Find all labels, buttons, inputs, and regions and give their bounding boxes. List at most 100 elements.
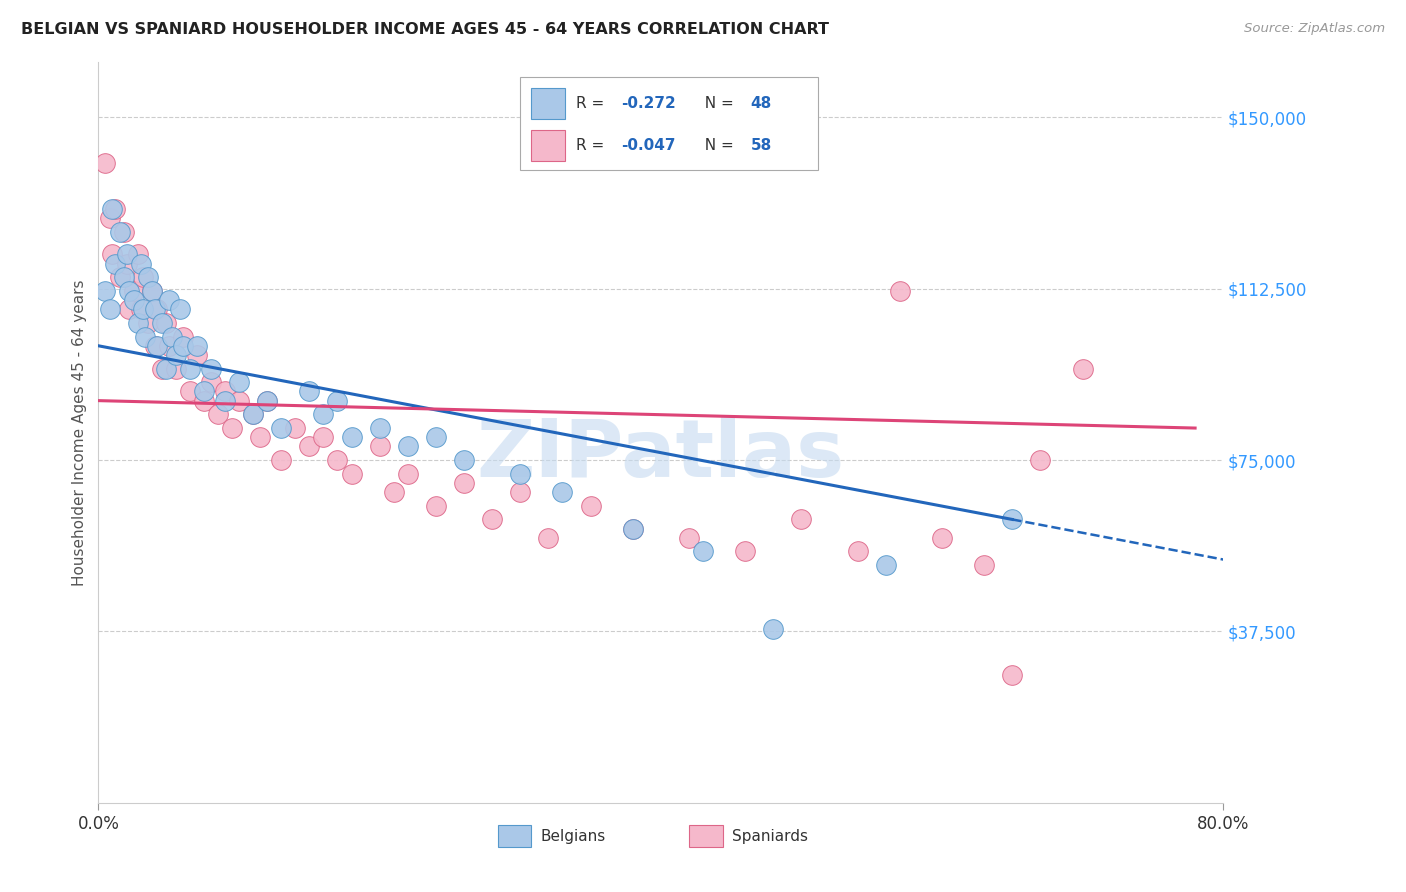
Point [127,247,149,261]
Point [340,467,363,481]
Point [298,439,321,453]
Point [94,284,117,298]
Point [118,284,141,298]
Point [425,430,447,444]
Point [846,544,869,558]
Point [98,302,121,317]
Text: Source: ZipAtlas.com: Source: ZipAtlas.com [1244,22,1385,36]
Text: Spaniards: Spaniards [731,829,807,844]
Point [382,485,405,500]
Bar [689,825,723,847]
Point [172,329,194,343]
Point [551,485,574,500]
Point [94,156,117,170]
Point [875,558,897,573]
Point [108,225,131,239]
Point [200,361,222,376]
Point [143,302,166,317]
Point [931,531,953,545]
Point [134,329,156,343]
Point [136,316,159,330]
Point [141,284,163,298]
Point [214,393,236,408]
Point [155,316,177,330]
Point [509,485,531,500]
Point [104,256,127,270]
Point [214,384,236,399]
Point [1071,361,1094,376]
Point [200,376,222,390]
Point [98,211,121,225]
Point [115,247,138,261]
Text: 58: 58 [751,138,772,153]
Point [326,393,349,408]
Text: 48: 48 [751,95,772,111]
FancyBboxPatch shape [520,78,818,169]
Point [112,225,135,239]
Point [165,348,187,362]
Point [692,544,714,558]
Point [734,544,756,558]
Point [157,293,180,307]
Point [104,202,127,216]
Text: -0.272: -0.272 [621,95,676,111]
Point [396,439,419,453]
Point [112,270,135,285]
Point [425,499,447,513]
Text: R =: R = [576,95,610,111]
Point [396,467,419,481]
Point [621,522,644,536]
Point [312,430,335,444]
Point [340,430,363,444]
Point [256,393,278,408]
Point [141,284,163,298]
Point [132,302,155,317]
Point [115,256,138,270]
Point [249,430,271,444]
Point [179,361,201,376]
Point [1001,668,1024,682]
Point [127,316,149,330]
Text: -0.047: -0.047 [621,138,676,153]
Point [155,361,177,376]
Point [621,522,644,536]
Point [165,361,187,376]
Point [146,302,169,317]
Point [101,247,124,261]
Point [150,316,173,330]
Text: BELGIAN VS SPANIARD HOUSEHOLDER INCOME AGES 45 - 64 YEARS CORRELATION CHART: BELGIAN VS SPANIARD HOUSEHOLDER INCOME A… [21,22,830,37]
Point [122,293,145,307]
Point [150,361,173,376]
Point [453,453,475,467]
Point [169,302,191,317]
Point [186,348,208,362]
Point [368,439,391,453]
Y-axis label: Householder Income Ages 45 - 64 years: Householder Income Ages 45 - 64 years [72,279,87,586]
Point [312,408,335,422]
Point [118,302,141,317]
Point [136,270,159,285]
Point [242,408,264,422]
Point [1001,512,1024,526]
Point [284,421,307,435]
Point [129,256,152,270]
Point [186,339,208,353]
Point [270,421,292,435]
Point [193,384,215,399]
Bar [531,130,565,161]
Point [221,421,243,435]
Point [453,475,475,490]
Point [242,408,264,422]
Point [368,421,391,435]
Point [678,531,700,545]
Point [143,339,166,353]
Text: N =: N = [695,138,738,153]
Point [228,393,250,408]
Point [160,329,183,343]
Point [889,284,911,298]
Point [207,408,229,422]
Point [537,531,560,545]
Point [122,284,145,298]
Point [179,384,201,399]
Point [1029,453,1052,467]
